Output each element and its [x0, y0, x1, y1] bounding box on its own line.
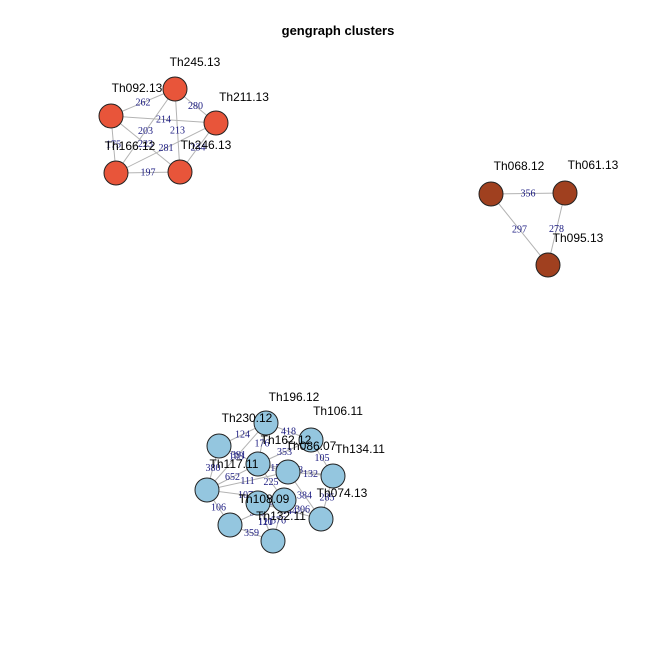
- node-th108-09: [271, 487, 297, 513]
- node-label: Th108.09: [239, 492, 290, 506]
- node-th095-13: [535, 252, 561, 278]
- edge-label: 115: [266, 463, 281, 474]
- node-th132-11: [245, 490, 271, 516]
- edge-label: 203: [138, 126, 153, 137]
- edge-th092-13-th246-13: [110, 115, 181, 173]
- edge-label: 359: [244, 528, 259, 539]
- node-label: Th068.12: [494, 159, 545, 173]
- edge-label: 110: [258, 517, 273, 528]
- edge-label: 306: [295, 505, 310, 516]
- edge-label: 144: [282, 506, 297, 517]
- node-th086-07: [275, 459, 301, 485]
- edge-label: 652: [225, 472, 240, 483]
- node-labels-layer: Th245.13 Th092.13 Th211.13 Th166.12 Th246.13…: [105, 55, 619, 523]
- edge-th211-13-th166-12: [115, 122, 217, 174]
- edge-label: 280: [188, 101, 203, 112]
- node-th074-13: [308, 506, 334, 532]
- node-th230-12: [206, 433, 232, 459]
- node-th-a: [217, 512, 243, 538]
- node-label: Th074.13: [317, 486, 368, 500]
- node-th162-12: [245, 451, 271, 477]
- edge-label: 262: [136, 98, 151, 109]
- node-label: Th162.12: [261, 433, 312, 447]
- node-th106-11: [298, 427, 324, 453]
- edge-label: 121: [258, 517, 273, 528]
- node-th-b: [260, 528, 286, 554]
- edge-label: 285: [320, 493, 335, 504]
- node-th092-13: [98, 103, 124, 129]
- node-label: Th117.11: [210, 457, 259, 471]
- node-th134-11: [320, 463, 346, 489]
- edge-label: 107: [238, 490, 253, 501]
- node-label: Th095.13: [553, 231, 604, 245]
- edge-label: 384: [297, 491, 312, 502]
- node-label: Th196.12: [269, 390, 320, 404]
- edge-label: 356: [521, 189, 536, 200]
- edge-label: 214: [156, 115, 171, 126]
- node-th061-13: [552, 180, 578, 206]
- edge-label: 418: [281, 427, 296, 438]
- node-th196-12: [253, 410, 279, 436]
- edge-th245-13-th166-12: [115, 88, 176, 174]
- edge-label: 353: [277, 447, 292, 458]
- node-th166-12: [103, 160, 129, 186]
- edge-labels-layer: 262 280 214 223 175 203 234 281 213 197 356 297 278 1…: [106, 98, 564, 540]
- edge-th117-11-th086-07: [206, 471, 289, 491]
- node-label: Th245.13: [170, 55, 221, 69]
- graph-title: gengraph clusters: [282, 23, 395, 38]
- node-label: Th211.13: [219, 90, 269, 104]
- node-th245-13: [162, 76, 188, 102]
- node-label: Th086.07: [286, 439, 337, 453]
- edge-label: 225: [264, 477, 279, 488]
- edge-th117-11-th108-09: [206, 489, 285, 501]
- nodes-layer: [98, 76, 578, 554]
- edge-label: 197: [141, 168, 156, 179]
- edge-th068-12-th095-13: [490, 193, 549, 266]
- edge-th092-13-th211-13: [110, 115, 217, 124]
- edge-label: 223: [138, 139, 153, 150]
- edge-label: 111: [240, 476, 254, 487]
- node-th246-13: [167, 159, 193, 185]
- edge-th196-12-th117-11: [206, 422, 267, 491]
- node-label: Th246.13: [181, 138, 232, 152]
- edge-label: 124: [235, 430, 250, 441]
- node-label: Th230.12: [222, 411, 273, 425]
- edge-label: 380: [206, 463, 221, 474]
- node-th211-13: [203, 110, 229, 136]
- edge-label: 213: [170, 126, 185, 137]
- edge-label: 576: [271, 516, 286, 527]
- node-label: Th166.12: [105, 139, 156, 153]
- node-label: Th132.11: [256, 509, 306, 523]
- node-label: Th092.13: [112, 81, 163, 95]
- edge-label: 132: [303, 469, 318, 480]
- node-label: Th134.11: [335, 442, 385, 456]
- edge-label: 176: [255, 439, 270, 450]
- edge-label: 105: [315, 453, 330, 464]
- node-label: Th061.13: [568, 158, 619, 172]
- node-th117-11: [194, 477, 220, 503]
- edge-label: 278: [549, 224, 564, 235]
- node-th068-12: [478, 181, 504, 207]
- edge-label: 297: [512, 225, 527, 236]
- edge-label: 391: [231, 450, 246, 461]
- edge-label: 622: [264, 497, 279, 508]
- node-label: Th106.11: [313, 404, 363, 418]
- edge-label: 103: [229, 452, 244, 463]
- edge-label: 106: [211, 503, 226, 514]
- edge-label: 234: [191, 143, 206, 154]
- edge-label: 281: [159, 143, 174, 154]
- edge-label: 175: [106, 140, 121, 151]
- edge-th245-13-th246-13: [174, 88, 181, 173]
